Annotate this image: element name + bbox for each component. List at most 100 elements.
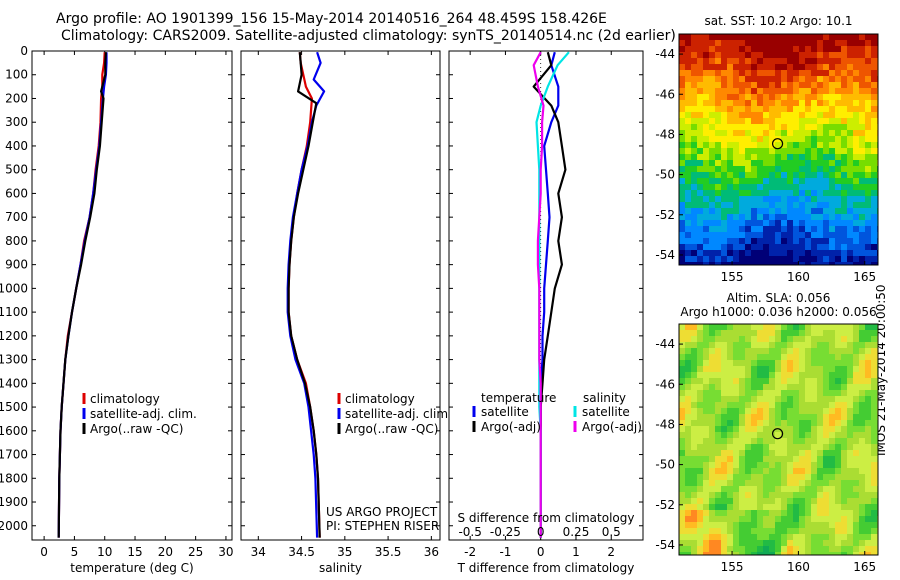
heatmap-cell	[829, 34, 835, 40]
heatmap-cell	[733, 172, 739, 178]
heatmap-cell	[709, 166, 715, 172]
heatmap-cell	[715, 522, 721, 528]
heatmap-cell	[787, 420, 793, 426]
heatmap-cell	[715, 262, 721, 265]
heatmap-cell	[835, 414, 841, 420]
heatmap-cell	[679, 76, 685, 82]
heatmap-cell	[865, 148, 871, 154]
heatmap-cell	[781, 250, 787, 256]
heatmap-cell	[757, 244, 763, 250]
heatmap-cell	[685, 432, 691, 438]
y-tick-label: 800	[5, 234, 28, 248]
heatmap-cell	[841, 474, 847, 480]
heatmap-cell	[739, 468, 745, 474]
heatmap-cell	[775, 166, 781, 172]
heatmap-cell	[679, 190, 685, 196]
heatmap-cell	[847, 498, 853, 504]
heatmap-cell	[793, 232, 799, 238]
heatmap-cell	[709, 190, 715, 196]
heatmap-cell	[715, 396, 721, 402]
heatmap-cell	[799, 492, 805, 498]
y-tick-label: -44	[655, 47, 675, 61]
heatmap-cell	[841, 432, 847, 438]
heatmap-cell	[727, 354, 733, 360]
heatmap-cell	[757, 262, 763, 265]
heatmap-cell	[757, 256, 763, 262]
heatmap-cell	[727, 378, 733, 384]
heatmap-cell	[811, 178, 817, 184]
heatmap-cell	[757, 46, 763, 52]
heatmap-cell	[793, 462, 799, 468]
heatmap-cell	[691, 244, 697, 250]
heatmap-cell	[823, 504, 829, 510]
heatmap-cell	[775, 148, 781, 154]
heatmap-cell	[829, 166, 835, 172]
heatmap-cell	[751, 450, 757, 456]
heatmap-cell	[847, 76, 853, 82]
heatmap-cell	[703, 372, 709, 378]
heatmap-cell	[739, 504, 745, 510]
heatmap-cell	[685, 184, 691, 190]
heatmap-cell	[775, 492, 781, 498]
heatmap-cell	[703, 534, 709, 540]
heatmap-cell	[799, 360, 805, 366]
heatmap-cell	[751, 540, 757, 546]
heatmap-cell	[781, 456, 787, 462]
heatmap-cell	[769, 336, 775, 342]
heatmap-cell	[793, 474, 799, 480]
heatmap-cell	[775, 516, 781, 522]
heatmap-cell	[679, 184, 685, 190]
heatmap-cell	[871, 238, 877, 244]
heatmap-cell	[853, 408, 859, 414]
heatmap-cell	[793, 160, 799, 166]
heatmap-cell	[697, 202, 703, 208]
heatmap-cell	[751, 160, 757, 166]
heatmap-cell	[763, 540, 769, 546]
heatmap-cell	[835, 226, 841, 232]
heatmap-cell	[685, 226, 691, 232]
heatmap-cell	[745, 450, 751, 456]
heatmap-cell	[685, 166, 691, 172]
heatmap-cell	[679, 324, 685, 330]
heatmap-cell	[865, 52, 871, 58]
heatmap-cell	[679, 360, 685, 366]
heatmap-cell	[871, 52, 877, 58]
heatmap-cell	[781, 172, 787, 178]
heatmap-cell	[703, 414, 709, 420]
heatmap-cell	[739, 540, 745, 546]
heatmap-cell	[769, 190, 775, 196]
heatmap-cell	[817, 136, 823, 142]
heatmap-cell	[871, 82, 877, 88]
heatmap-cell	[805, 462, 811, 468]
heatmap-cell	[823, 372, 829, 378]
heatmap-cell	[721, 148, 727, 154]
heatmap-cell	[805, 444, 811, 450]
heatmap-cell	[871, 196, 877, 202]
heatmap-cell	[685, 510, 691, 516]
s-tick-label: 0.5	[602, 525, 621, 539]
heatmap-cell	[757, 214, 763, 220]
heatmap-cell	[727, 238, 733, 244]
heatmap-cell	[829, 262, 835, 265]
heatmap-cell	[679, 40, 685, 46]
heatmap-cell	[763, 444, 769, 450]
heatmap-cell	[751, 232, 757, 238]
heatmap-cell	[703, 256, 709, 262]
heatmap-cell	[835, 408, 841, 414]
heatmap-cell	[841, 426, 847, 432]
x-tick-label: 160	[787, 560, 810, 574]
heatmap-cell	[793, 220, 799, 226]
heatmap-cell	[769, 88, 775, 94]
heatmap-cell	[709, 438, 715, 444]
heatmap-cell	[847, 118, 853, 124]
heatmap-cell	[733, 184, 739, 190]
plot-frame	[31, 50, 233, 541]
heatmap-cell	[763, 244, 769, 250]
heatmap-cell	[745, 238, 751, 244]
heatmap-cell	[727, 100, 733, 106]
heatmap-cell	[709, 540, 715, 546]
heatmap-cell	[763, 196, 769, 202]
heatmap-cell	[685, 354, 691, 360]
heatmap-cell	[793, 112, 799, 118]
heatmap-cell	[721, 390, 727, 396]
